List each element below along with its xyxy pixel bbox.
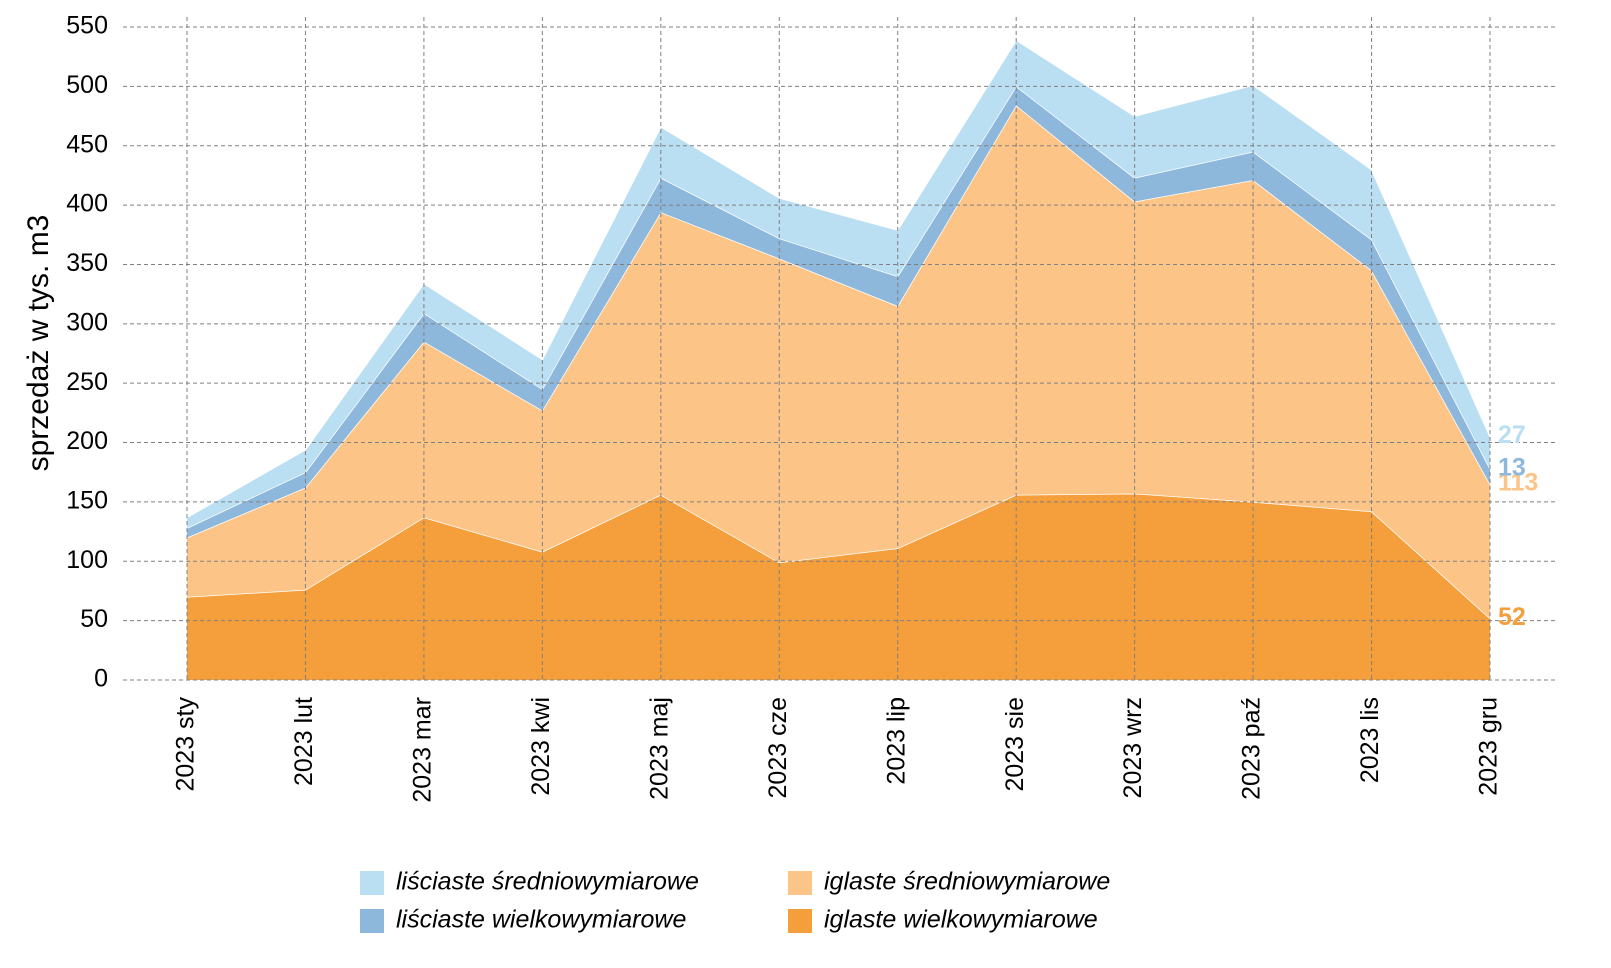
x-tick-label: 2023 lut (290, 697, 318, 786)
y-tick-label: 250 (66, 368, 108, 396)
x-tick-label: 2023 kwi (527, 697, 555, 796)
x-tick-label: 2023 maj (645, 697, 673, 800)
y-tick-label: 200 (66, 427, 108, 455)
x-tick-label: 2023 mar (409, 697, 437, 803)
x-tick-label: 2023 cze (764, 697, 792, 798)
area-edge (186, 85, 1491, 529)
y-tick-label: 400 (66, 190, 108, 218)
x-tick-label: 2023 sty (172, 697, 200, 792)
legend-swatch (360, 871, 384, 895)
y-tick-label: 50 (80, 605, 108, 633)
x-tick-label: 2023 lis (1356, 697, 1384, 783)
x-tick-label: 2023 lip (882, 697, 910, 785)
y-tick-label: 500 (66, 71, 108, 99)
legend-swatch (788, 909, 812, 933)
areas (186, 39, 1491, 680)
y-tick-label: 100 (66, 546, 108, 574)
area-edge (186, 39, 1491, 518)
end-label: 52 (1498, 603, 1526, 631)
y-axis-label: sprzedaż w tys. m3 (22, 215, 55, 472)
legend-label: liściaste średniowymiarowe (396, 868, 699, 896)
end-label: 13 (1498, 453, 1526, 481)
x-tick-label: 2023 paź (1238, 697, 1266, 800)
legend-swatch (788, 871, 812, 895)
x-tick-label: 2023 gru (1475, 697, 1503, 796)
y-tick-label: 0 (94, 665, 108, 693)
y-tick-label: 350 (66, 249, 108, 277)
area (187, 493, 1490, 680)
y-tick-label: 450 (66, 130, 108, 158)
legend-label: liściaste wielkowymiarowe (396, 906, 686, 934)
end-label: 27 (1498, 421, 1526, 449)
x-tick-label: 2023 sie (1001, 697, 1029, 792)
y-tick-label: 150 (66, 487, 108, 515)
legend-label: iglaste wielkowymiarowe (824, 906, 1098, 934)
y-tick-label: 550 (66, 12, 108, 40)
area (187, 40, 1490, 529)
x-tick-label: 2023 wrz (1119, 697, 1147, 798)
grid (123, 17, 1555, 681)
end-label: 113 (1498, 469, 1538, 497)
area (187, 105, 1490, 619)
legend-swatch (360, 909, 384, 933)
legend-label: iglaste średniowymiarowe (824, 868, 1110, 896)
y-tick-label: 300 (66, 308, 108, 336)
